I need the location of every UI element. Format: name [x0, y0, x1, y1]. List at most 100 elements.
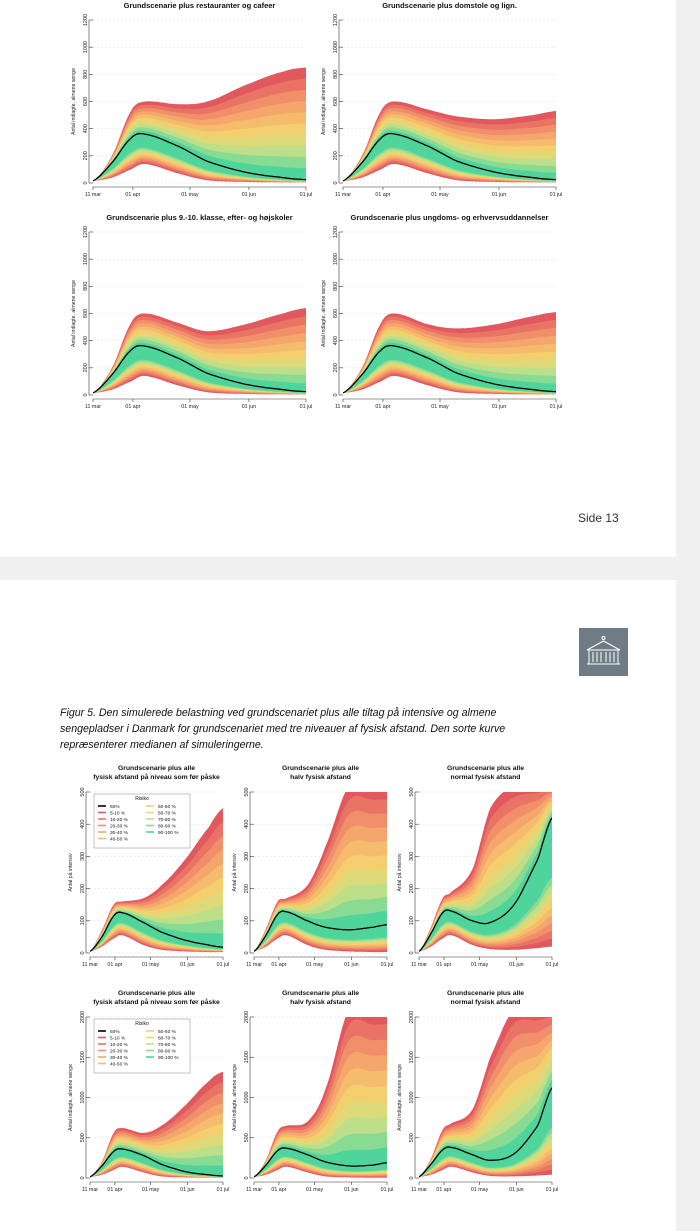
- y-tick-label: 500: [80, 787, 86, 796]
- x-tick-label: 11 mar: [85, 404, 101, 410]
- x-tick-label: 01 apr: [107, 1187, 122, 1193]
- y-axis-label: Antal indlagte, almene senge: [71, 280, 77, 347]
- y-tick-label: 1000: [333, 253, 339, 265]
- legend-label: 70-80 %: [158, 817, 177, 823]
- legend-label: 50-60 %: [158, 1029, 177, 1035]
- x-tick-label: 01 jul: [381, 1187, 394, 1193]
- y-tick-label: 800: [333, 70, 339, 79]
- x-tick-label: 01 apr: [271, 1187, 286, 1193]
- chart-panel: Grundscenarie plus alle normal fysisk afs…: [396, 765, 558, 968]
- x-tick-label: 01 jun: [492, 192, 506, 198]
- y-tick-label: 500: [80, 1133, 86, 1142]
- legend-title: Risiko: [135, 1021, 149, 1027]
- y-tick-label: 400: [244, 820, 250, 829]
- legend-title: Risiko: [135, 796, 149, 802]
- x-tick-label: 01 jun: [492, 404, 506, 410]
- chart-title: Grundscenarie plus restauranter og cafee…: [124, 1, 276, 10]
- y-tick-label: 200: [83, 363, 89, 372]
- x-tick-label: 01 jul: [546, 1187, 559, 1193]
- y-tick-label: 1200: [83, 226, 89, 238]
- legend-label: 10-20 %: [110, 1042, 129, 1048]
- risk-band: [254, 1145, 387, 1177]
- legend: Risiko 50%5-10 %10-20 %20-30 %30-40 %40-5…: [93, 793, 191, 849]
- y-tick-label: 200: [333, 363, 339, 372]
- x-tick-label: 01 apr: [125, 404, 140, 410]
- chart-title: halv fysisk afstand: [290, 999, 351, 1006]
- x-tick-label: 01 may: [181, 192, 199, 198]
- y-tick-label: 600: [333, 97, 339, 106]
- x-tick-label: 01 jul: [381, 962, 394, 968]
- y-tick-label: 1200: [83, 14, 89, 26]
- y-axis-label: Antal indlagte, almene senge: [71, 68, 77, 135]
- y-tick-label: 200: [80, 884, 86, 893]
- y-tick-label: 1000: [409, 1091, 415, 1103]
- x-tick-label: 01 apr: [125, 192, 140, 198]
- y-tick-label: 2000: [409, 1011, 415, 1023]
- y-tick-label: 800: [83, 70, 89, 79]
- x-tick-label: 01 may: [431, 404, 449, 410]
- legend-label: 30-40 %: [110, 830, 129, 836]
- y-tick-label: 1500: [409, 1051, 415, 1063]
- y-tick-label: 1000: [83, 253, 89, 265]
- y-tick-label: 600: [83, 309, 89, 318]
- risk-band: [419, 814, 552, 952]
- chart-panel: Grundscenarie plus alle halv fysisk afsta…: [231, 765, 394, 968]
- median-line: [343, 344, 556, 394]
- legend-label: 70-80 %: [158, 1042, 177, 1048]
- y-tick-label: 300: [244, 852, 250, 861]
- risk-band: [343, 342, 556, 393]
- legend-label: 60-70 %: [158, 810, 177, 816]
- risk-band: [419, 1080, 552, 1177]
- y-tick-label: 0: [80, 951, 86, 954]
- y-tick-label: 500: [244, 787, 250, 796]
- y-tick-label: 1200: [333, 14, 339, 26]
- median-line: [254, 1147, 387, 1178]
- legend-label: 80-90 %: [158, 823, 177, 829]
- x-tick-label: 01 jun: [509, 1187, 523, 1193]
- legend-label: 40-50 %: [110, 836, 129, 842]
- y-axis-label: Antal på intensiv: [231, 853, 238, 891]
- x-tick-label: 01 may: [181, 404, 199, 410]
- legend-label: 40-50 %: [110, 1061, 129, 1067]
- x-tick-label: 01 apr: [375, 404, 390, 410]
- x-tick-label: 11 mar: [246, 962, 262, 968]
- y-tick-label: 200: [409, 884, 415, 893]
- logo: [579, 628, 628, 676]
- x-tick-label: 11 mar: [335, 192, 351, 198]
- chart-title: fysisk afstand på niveau som før påske: [93, 998, 220, 1006]
- y-tick-label: 200: [83, 151, 89, 160]
- x-tick-label: 01 jun: [180, 962, 194, 968]
- chart-title: Grundscenarie plus alle: [118, 765, 195, 772]
- y-tick-label: 1500: [244, 1051, 250, 1063]
- y-tick-label: 400: [409, 820, 415, 829]
- x-tick-label: 01 apr: [436, 962, 451, 968]
- x-tick-label: 01 apr: [271, 962, 286, 968]
- chart-title: Grundscenarie plus 9.-10. klasse, efter-…: [106, 213, 292, 222]
- x-tick-label: 01 jul: [300, 192, 313, 198]
- x-tick-label: 01 may: [142, 1187, 160, 1193]
- y-axis-label: Antal indlagte, almene senge: [397, 1064, 403, 1131]
- x-tick-label: 01 apr: [375, 192, 390, 198]
- x-tick-label: 11 mar: [411, 962, 427, 968]
- y-tick-label: 0: [333, 181, 339, 184]
- chart-title: Grundscenarie plus domstole og lign.: [382, 1, 517, 10]
- y-tick-label: 0: [80, 1176, 86, 1179]
- x-tick-label: 01 jun: [242, 404, 256, 410]
- y-axis-label: Antal indlagte, almene senge: [68, 1064, 74, 1131]
- median-line: [90, 911, 223, 952]
- chart-title: normal fysisk afstand: [451, 774, 521, 781]
- x-tick-label: 01 jun: [344, 962, 358, 968]
- risk-band: [93, 130, 306, 181]
- y-axis-label: Antal på intensiv: [67, 853, 74, 891]
- median-line: [254, 910, 387, 952]
- x-tick-label: 11 mar: [246, 1187, 262, 1193]
- building-icon: [579, 628, 628, 676]
- y-tick-label: 2000: [244, 1011, 250, 1023]
- chart-title: Grundscenarie plus alle: [282, 990, 359, 997]
- chart-title: Grundscenarie plus alle: [118, 990, 195, 997]
- chart-title: Grundscenarie plus alle: [447, 990, 524, 997]
- x-tick-label: 01 may: [431, 192, 449, 198]
- y-tick-label: 100: [80, 916, 86, 925]
- legend-label: 20-30 %: [110, 823, 129, 829]
- x-tick-label: 01 jul: [550, 192, 563, 198]
